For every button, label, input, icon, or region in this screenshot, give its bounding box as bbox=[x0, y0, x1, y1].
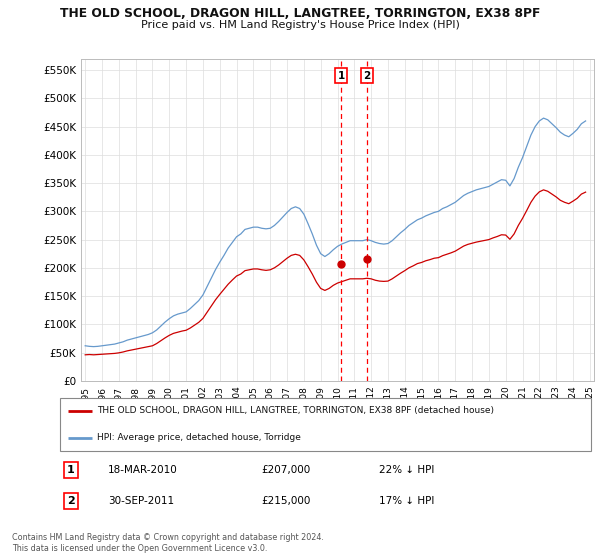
Text: Contains HM Land Registry data © Crown copyright and database right 2024.
This d: Contains HM Land Registry data © Crown c… bbox=[12, 533, 324, 553]
Text: 30-SEP-2011: 30-SEP-2011 bbox=[108, 496, 174, 506]
Text: 17% ↓ HPI: 17% ↓ HPI bbox=[379, 496, 434, 506]
FancyBboxPatch shape bbox=[60, 398, 591, 451]
Text: Price paid vs. HM Land Registry's House Price Index (HPI): Price paid vs. HM Land Registry's House … bbox=[140, 20, 460, 30]
Text: HPI: Average price, detached house, Torridge: HPI: Average price, detached house, Torr… bbox=[97, 433, 301, 442]
Text: 22% ↓ HPI: 22% ↓ HPI bbox=[379, 465, 434, 475]
Text: £207,000: £207,000 bbox=[262, 465, 311, 475]
Text: 2: 2 bbox=[364, 71, 371, 81]
Text: 2: 2 bbox=[67, 496, 74, 506]
Text: THE OLD SCHOOL, DRAGON HILL, LANGTREE, TORRINGTON, EX38 8PF (detached house): THE OLD SCHOOL, DRAGON HILL, LANGTREE, T… bbox=[97, 407, 494, 416]
Text: 1: 1 bbox=[337, 71, 344, 81]
Text: £215,000: £215,000 bbox=[262, 496, 311, 506]
Text: 18-MAR-2010: 18-MAR-2010 bbox=[108, 465, 178, 475]
Text: 1: 1 bbox=[67, 465, 74, 475]
Text: THE OLD SCHOOL, DRAGON HILL, LANGTREE, TORRINGTON, EX38 8PF: THE OLD SCHOOL, DRAGON HILL, LANGTREE, T… bbox=[60, 7, 540, 20]
